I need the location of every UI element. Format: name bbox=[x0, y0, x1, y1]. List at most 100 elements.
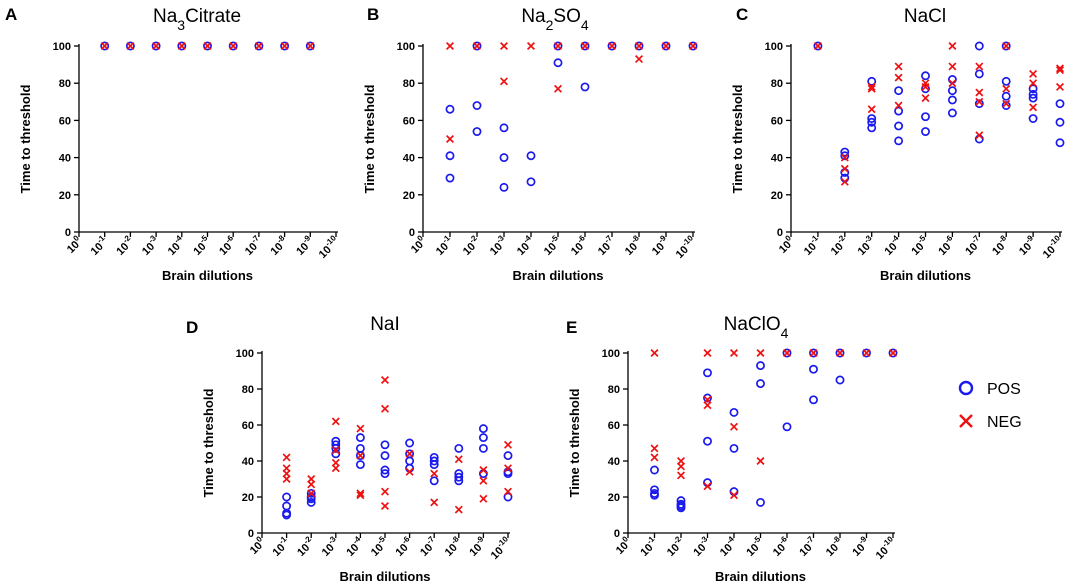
x-axis-label: Brain dilutions bbox=[340, 569, 431, 584]
x-tick-base: 10 bbox=[797, 542, 814, 559]
pos-point bbox=[809, 395, 818, 405]
pos-point bbox=[650, 485, 659, 495]
legend-pos-marker bbox=[958, 380, 974, 396]
neg-point bbox=[454, 505, 463, 514]
x-tick-label: 10-10 bbox=[315, 233, 343, 261]
legend-neg-marker bbox=[959, 414, 973, 428]
pos-point bbox=[499, 182, 509, 192]
neg-point bbox=[479, 476, 488, 485]
y-axis-label: Time to threshold bbox=[201, 389, 216, 498]
pos-point bbox=[813, 41, 823, 51]
pos-point bbox=[974, 99, 984, 109]
x-tick-label: 10-3 bbox=[486, 233, 511, 258]
pos-point bbox=[355, 433, 365, 443]
x-tick-base: 10 bbox=[294, 241, 311, 258]
x-tick-base: 10 bbox=[488, 241, 505, 258]
x-tick-base: 10 bbox=[883, 241, 900, 258]
pos-point bbox=[580, 82, 590, 92]
pos-point bbox=[445, 151, 455, 161]
neg-point bbox=[152, 41, 161, 51]
y-tick-label: 0 bbox=[777, 227, 783, 239]
neg-point bbox=[975, 131, 984, 140]
pos-point bbox=[888, 348, 898, 358]
neg-point bbox=[229, 41, 238, 51]
neg-point bbox=[1029, 69, 1038, 78]
pos-point bbox=[405, 456, 415, 466]
x-tick-exponent: -4 bbox=[521, 233, 533, 245]
pos-point bbox=[228, 41, 238, 51]
x-tick-base: 10 bbox=[990, 241, 1007, 258]
chart-title: Na2SO4 bbox=[521, 6, 589, 33]
neg-point bbox=[472, 41, 482, 51]
pos-point bbox=[282, 510, 292, 520]
neg-point bbox=[356, 489, 365, 498]
pos-point bbox=[472, 41, 482, 51]
x-tick-label: 10-2 bbox=[293, 534, 318, 559]
x-tick-exponent: -2 bbox=[671, 534, 683, 546]
chart-panels: A Na3Citrate02040608010010010-110-210-310… bbox=[5, 5, 1065, 584]
x-tick-base: 10 bbox=[317, 244, 334, 261]
chart-panel-b: B Na2SO402040608010010010-110-210-310-410… bbox=[362, 5, 698, 283]
pos-point bbox=[454, 472, 464, 482]
pos-point bbox=[553, 58, 563, 68]
x-tick-label: 10-4 bbox=[164, 233, 189, 258]
x-tick-exponent: -3 bbox=[698, 534, 710, 546]
neg-point bbox=[503, 440, 513, 449]
x-tick-label: 10-10 bbox=[1039, 233, 1065, 261]
neg-point bbox=[975, 97, 984, 106]
x-tick-base: 10 bbox=[638, 542, 655, 559]
x-tick-base: 10 bbox=[909, 241, 926, 258]
pos-point bbox=[1055, 138, 1065, 148]
x-tick-base: 10 bbox=[824, 542, 841, 559]
y-tick-label: 40 bbox=[771, 153, 783, 165]
neg-point bbox=[688, 41, 698, 51]
pos-point bbox=[100, 41, 110, 51]
x-tick-base: 10 bbox=[271, 542, 288, 559]
pos-point bbox=[151, 41, 161, 51]
y-tick-label: 0 bbox=[409, 227, 415, 239]
x-tick-exponent: -3 bbox=[326, 534, 338, 546]
x-tick-label: 10-9 bbox=[848, 534, 873, 559]
neg-point bbox=[356, 451, 365, 460]
x-tick-label: 10-8 bbox=[266, 233, 291, 258]
pos-point bbox=[840, 151, 850, 161]
y-tick-label: 40 bbox=[608, 456, 620, 468]
pos-point bbox=[921, 127, 930, 137]
x-tick-base: 10 bbox=[166, 241, 183, 258]
neg-point bbox=[948, 79, 957, 88]
neg-point bbox=[177, 41, 186, 51]
x-tick-base: 10 bbox=[596, 241, 613, 258]
x-tick-exponent: -4 bbox=[351, 534, 363, 546]
neg-point bbox=[813, 41, 822, 51]
pos-point bbox=[177, 41, 187, 51]
x-tick-exponent: -8 bbox=[830, 534, 842, 546]
pos-point bbox=[650, 465, 659, 475]
pos-point bbox=[429, 460, 439, 470]
x-tick-base: 10 bbox=[936, 241, 953, 258]
y-tick-label: 100 bbox=[53, 41, 71, 53]
x-tick-label: 10-7 bbox=[241, 233, 266, 258]
y-tick-label: 0 bbox=[248, 528, 254, 540]
x-tick-label: 10-3 bbox=[854, 233, 879, 258]
neg-point bbox=[894, 73, 903, 82]
neg-point bbox=[894, 101, 903, 110]
x-tick-label: 10-1 bbox=[800, 233, 825, 258]
pos-point bbox=[429, 476, 439, 486]
pos-point bbox=[894, 121, 904, 131]
x-tick-exponent: -6 bbox=[400, 534, 412, 546]
neg-point bbox=[867, 82, 876, 91]
x-tick-exponent: -3 bbox=[862, 233, 874, 245]
neg-point bbox=[479, 494, 488, 503]
x-tick-exponent: 0 bbox=[254, 534, 264, 544]
x-tick-exponent: -3 bbox=[494, 233, 506, 245]
x-tick-base: 10 bbox=[467, 542, 484, 559]
pos-point bbox=[835, 348, 845, 358]
neg-point bbox=[650, 444, 659, 453]
neg-point bbox=[580, 41, 590, 51]
x-tick-label: 10-4 bbox=[342, 534, 367, 559]
neg-point bbox=[1002, 99, 1011, 108]
x-tick-exponent: -8 bbox=[449, 534, 461, 546]
pos-point bbox=[355, 451, 365, 461]
y-tick-label: 60 bbox=[59, 115, 71, 127]
x-tick-base: 10 bbox=[369, 542, 386, 559]
